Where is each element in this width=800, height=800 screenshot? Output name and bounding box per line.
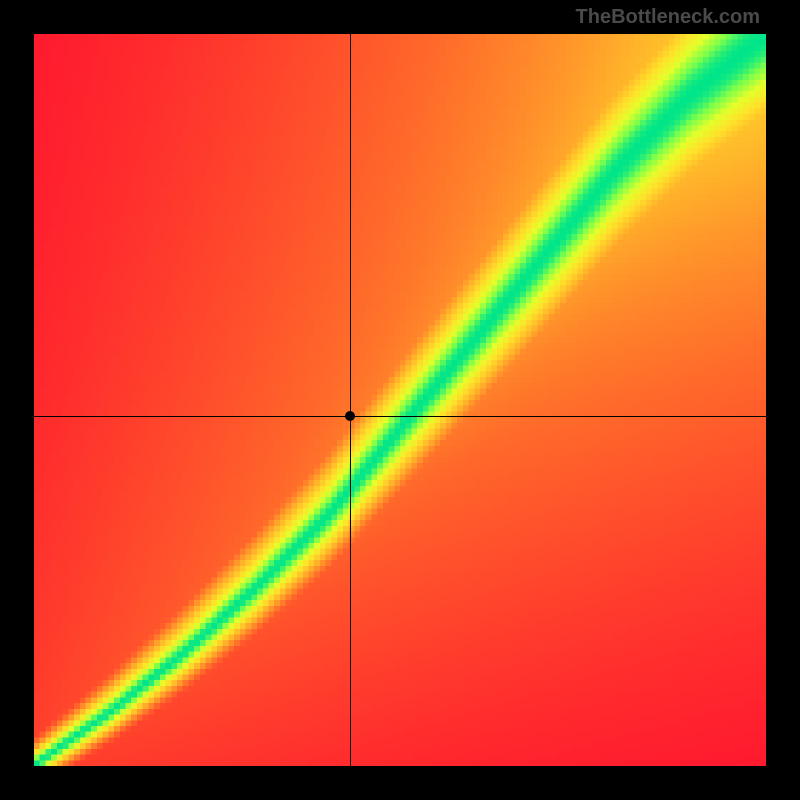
crosshair-vertical: [350, 34, 351, 766]
data-point-marker: [345, 411, 355, 421]
heatmap-plot: [34, 34, 766, 766]
watermark-text: TheBottleneck.com: [576, 6, 760, 29]
heatmap-canvas: [34, 34, 766, 766]
crosshair-horizontal: [34, 416, 766, 417]
